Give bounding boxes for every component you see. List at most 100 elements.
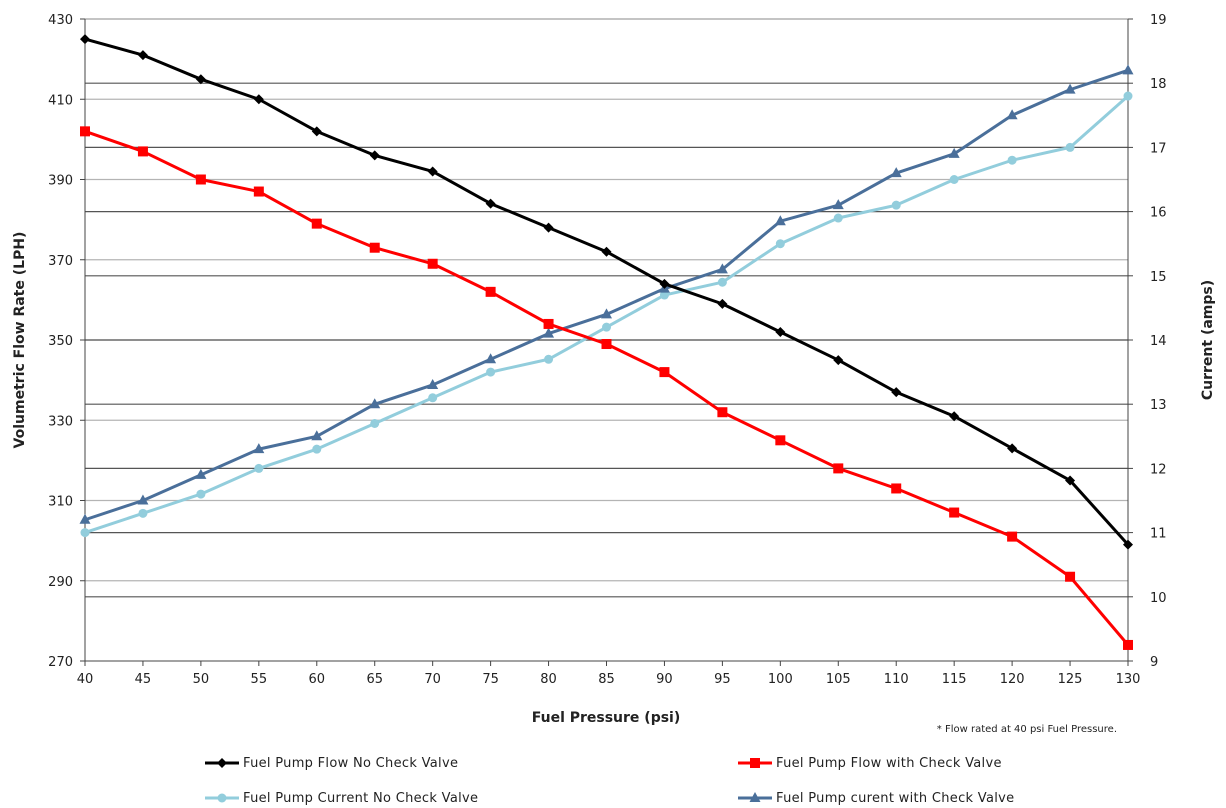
x-tick-label: 70 bbox=[424, 672, 441, 687]
data-point bbox=[543, 222, 554, 233]
data-point bbox=[369, 242, 380, 253]
data-point bbox=[716, 263, 728, 274]
data-point bbox=[833, 213, 843, 223]
data-point bbox=[1123, 539, 1133, 550]
x-tick-label: 60 bbox=[309, 672, 326, 687]
legend-item: Fuel Pump Flow with Check Valve bbox=[738, 756, 1002, 771]
x-tick-label: 120 bbox=[1000, 672, 1025, 687]
series-fuel-pump-flow-no-check-valve bbox=[80, 34, 1133, 550]
data-point bbox=[79, 513, 91, 524]
x-tick-label: 55 bbox=[251, 672, 268, 687]
grid-lines bbox=[85, 82, 1128, 598]
data-point bbox=[195, 174, 206, 185]
data-point bbox=[775, 239, 785, 249]
data-point bbox=[1065, 571, 1076, 582]
x-tick-label: 75 bbox=[482, 672, 499, 687]
right-tick-label: 9 bbox=[1150, 655, 1158, 670]
data-point bbox=[775, 326, 786, 337]
data-point bbox=[427, 258, 438, 269]
data-point bbox=[774, 215, 786, 226]
data-point bbox=[949, 507, 960, 518]
right-tick-label: 14 bbox=[1150, 334, 1167, 349]
data-point bbox=[253, 443, 265, 454]
data-point bbox=[427, 378, 439, 389]
right-tick-label: 17 bbox=[1150, 141, 1167, 156]
legend-item: Fuel Pump Flow No Check Valve bbox=[205, 756, 458, 771]
data-point bbox=[833, 463, 844, 474]
right-tick-label: 10 bbox=[1150, 591, 1167, 606]
right-axis-title: Current (amps) bbox=[1200, 280, 1216, 400]
data-point bbox=[80, 528, 90, 538]
data-point bbox=[311, 218, 322, 229]
x-tick-label: 40 bbox=[77, 672, 94, 687]
data-point bbox=[717, 298, 728, 309]
data-point bbox=[195, 468, 207, 479]
data-point bbox=[311, 430, 323, 441]
x-tick-label: 85 bbox=[598, 672, 615, 687]
x-tick-label: 50 bbox=[193, 672, 210, 687]
left-tick-label: 290 bbox=[48, 575, 73, 590]
data-point bbox=[601, 339, 612, 350]
data-point bbox=[891, 387, 902, 398]
data-point bbox=[253, 94, 264, 105]
x-tick-label: 45 bbox=[135, 672, 152, 687]
data-point bbox=[370, 418, 380, 428]
legend-item: Fuel Pump curent with Check Valve bbox=[738, 791, 1014, 806]
left-tick-label: 370 bbox=[48, 254, 73, 269]
right-tick-label: 15 bbox=[1150, 270, 1167, 285]
series-group bbox=[79, 34, 1134, 650]
data-point bbox=[137, 146, 148, 157]
data-point bbox=[891, 483, 902, 494]
data-point bbox=[1007, 531, 1018, 542]
data-point bbox=[659, 278, 670, 289]
left-axis-title: Volumetric Flow Rate (LPH) bbox=[12, 232, 28, 449]
data-point bbox=[312, 444, 322, 454]
left-tick-label: 270 bbox=[48, 655, 73, 670]
data-point bbox=[1123, 639, 1133, 650]
legend-label: Fuel Pump curent with Check Valve bbox=[776, 791, 1014, 806]
right-tick-label: 19 bbox=[1150, 13, 1167, 28]
data-point bbox=[659, 290, 669, 300]
data-point bbox=[1122, 64, 1134, 75]
data-point bbox=[311, 126, 322, 137]
x-tick-label: 130 bbox=[1116, 672, 1141, 687]
data-point bbox=[253, 186, 264, 197]
data-point bbox=[1065, 142, 1075, 152]
axes bbox=[80, 18, 1133, 666]
data-point bbox=[833, 355, 844, 366]
chart-note: * Flow rated at 40 psi Fuel Pressure. bbox=[937, 724, 1117, 735]
tick-labels: 40 45 50 55 60 65 70 75 80 85 90 95 100 105 110 115 120 1… bbox=[48, 13, 1166, 687]
data-point bbox=[1007, 443, 1018, 454]
data-point bbox=[601, 308, 612, 319]
data-point bbox=[80, 34, 90, 45]
data-point bbox=[601, 246, 612, 257]
left-tick-label: 330 bbox=[48, 414, 73, 429]
x-tick-label: 95 bbox=[714, 672, 731, 687]
x-tick-label: 110 bbox=[884, 672, 909, 687]
data-point bbox=[138, 508, 148, 518]
left-tick-label: 390 bbox=[48, 174, 73, 189]
series-fuel-pump-curent-with-check-valve bbox=[79, 64, 1134, 524]
data-point bbox=[717, 407, 728, 418]
x-tick-label: 100 bbox=[768, 672, 793, 687]
legend-label: Fuel Pump Flow No Check Valve bbox=[243, 756, 458, 771]
right-tick-label: 12 bbox=[1150, 462, 1167, 477]
data-point bbox=[485, 198, 496, 209]
series-line bbox=[84, 68, 1129, 522]
data-point bbox=[602, 322, 611, 332]
data-point bbox=[1007, 155, 1017, 165]
right-tick-label: 11 bbox=[1150, 527, 1167, 542]
data-point bbox=[544, 354, 554, 364]
x-tick-label: 65 bbox=[366, 672, 383, 687]
data-point bbox=[717, 277, 727, 287]
data-point bbox=[832, 199, 844, 210]
left-tick-label: 350 bbox=[48, 334, 73, 349]
data-point bbox=[949, 411, 960, 422]
left-tick-label: 310 bbox=[48, 495, 73, 510]
data-point bbox=[254, 463, 264, 473]
data-point bbox=[80, 126, 90, 137]
legend-label: Fuel Pump Flow with Check Valve bbox=[776, 756, 1002, 771]
data-point bbox=[486, 367, 496, 377]
data-point bbox=[949, 175, 959, 184]
